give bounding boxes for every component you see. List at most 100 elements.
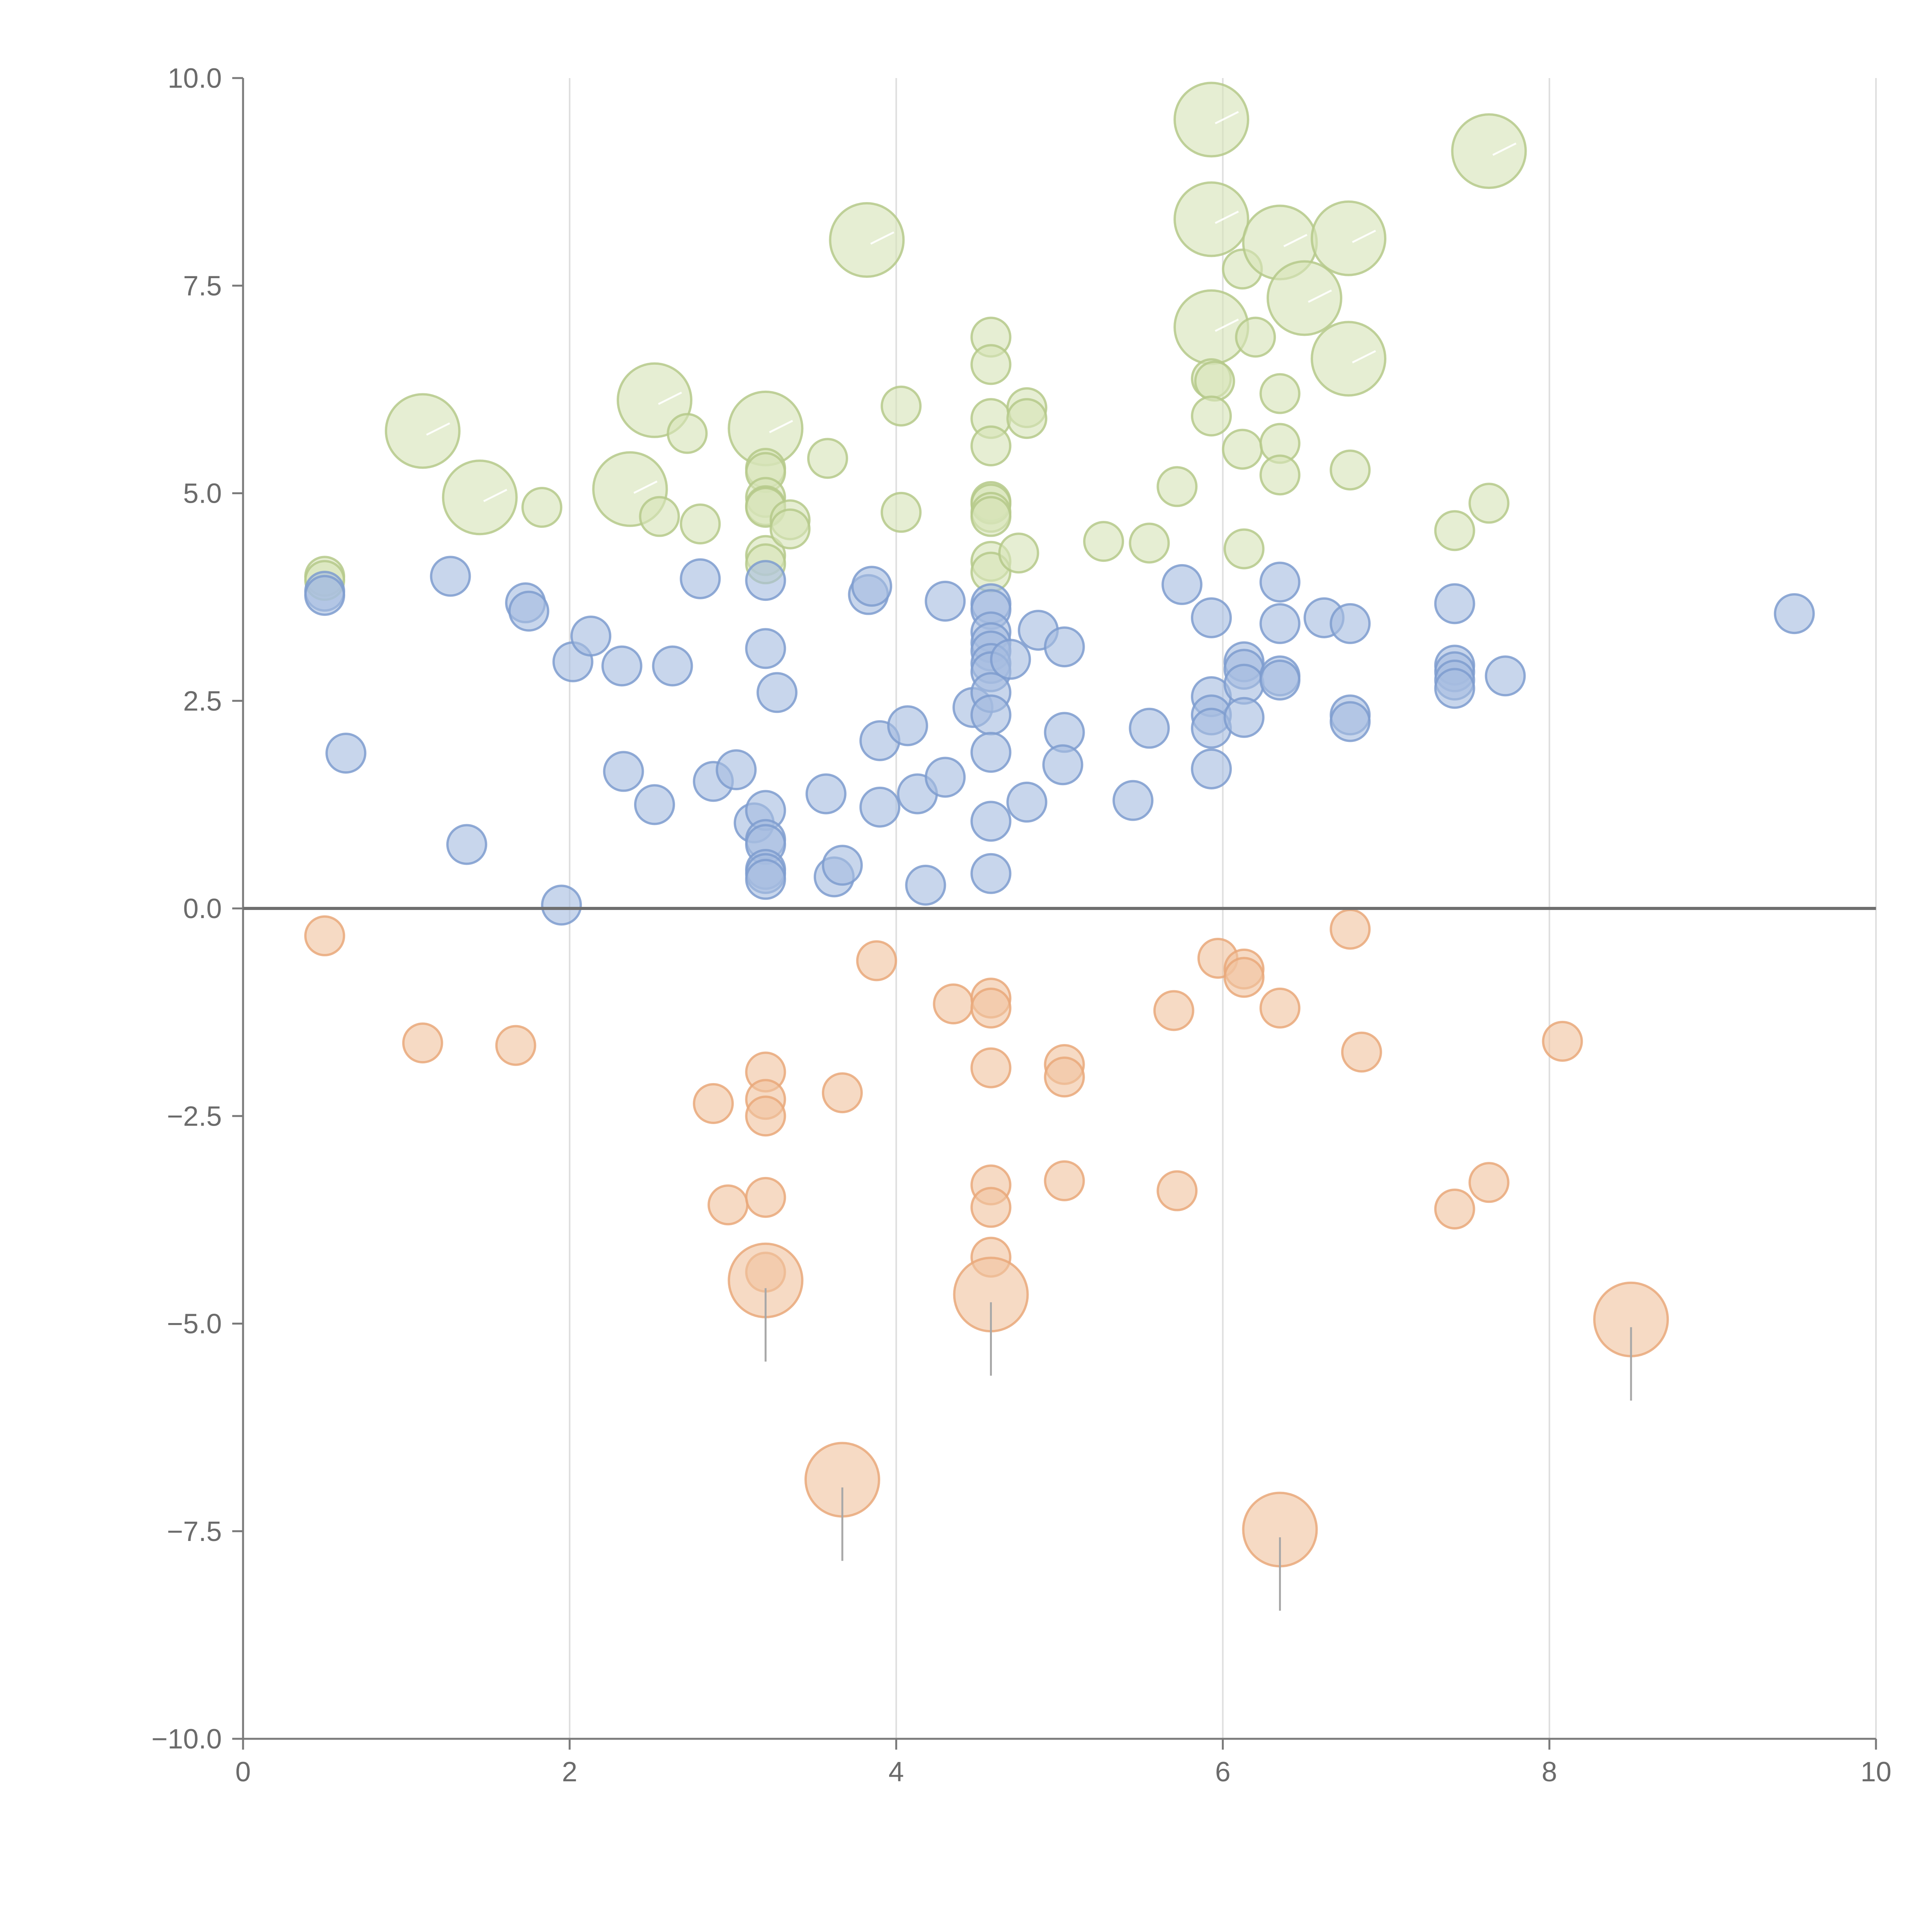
leader-line [426,422,450,436]
data-point [634,784,675,825]
data-point [693,1083,734,1124]
data-point [1156,466,1198,507]
leader-line [870,231,895,245]
y-tick-label: −2.5 [167,1101,222,1132]
data-point [1222,429,1263,470]
data-point [1006,781,1048,823]
data-point [970,731,1012,773]
data-point [970,694,1012,736]
data-point [756,672,798,713]
data-point [745,628,786,669]
data-point [1044,1160,1085,1201]
data-point [1259,660,1301,701]
data-point [667,413,708,454]
data-point [1542,1020,1583,1062]
data-point [1434,510,1475,551]
leader-line [1214,111,1239,124]
data-point [1044,1056,1085,1098]
data-point [970,496,1012,537]
y-tick-labels: 10.0 7.5 5.0 2.5 0.0 −2.5 −5.0 −7.5 −10.0 [151,63,222,1755]
data-point [925,757,966,798]
data-point [1156,1170,1198,1211]
data-point [325,733,367,774]
data-point [990,639,1031,680]
data-point [680,503,721,545]
data-point [1259,454,1301,496]
large-data-point [384,393,461,469]
data-point [402,1022,443,1064]
data-point [1129,707,1170,749]
data-point [570,616,612,657]
data-point [821,1072,863,1114]
data-point [1191,395,1232,437]
data-point [856,940,897,981]
data-point [807,438,848,479]
data-point [1083,521,1124,562]
data-point [304,915,345,956]
data-point [1468,1162,1510,1203]
data-point [805,773,847,815]
leader-line [1214,318,1239,332]
data-point [1330,908,1371,950]
x-tick-labels: 0 2 4 6 8 10 [235,1757,1891,1787]
data-point [970,801,1012,842]
x-tick-label: 0 [235,1757,251,1787]
data-point [970,853,1012,894]
data-point [925,580,966,622]
data-point [521,487,563,528]
large-data-point [1173,289,1250,365]
leader-line [1283,234,1308,247]
x-tick-label: 2 [562,1757,577,1787]
y-tick-label: 7.5 [183,270,222,301]
leader-line [658,391,682,405]
data-point [707,1184,749,1226]
large-data-point [442,459,518,536]
data-point [1259,987,1301,1029]
leader-lines [426,111,1632,1611]
data-point [1468,483,1510,524]
y-tick-label: 10.0 [168,63,222,94]
large-data-point [1311,200,1387,276]
data-point [716,749,757,791]
data-point [769,508,811,549]
y-tick-label: −5.0 [167,1309,222,1340]
data-point [745,560,786,601]
data-point [304,575,345,616]
y-tick-label: 2.5 [183,686,222,717]
data-point [430,556,471,597]
y-tick-label: 5.0 [183,478,222,509]
data-point [1434,583,1475,624]
data-point [1434,668,1475,709]
data-point [1330,603,1371,644]
data-point [1044,626,1085,668]
leader-line [1492,142,1517,156]
data-point [1485,655,1526,697]
leader-line [1352,230,1376,243]
data-point [1774,593,1815,634]
data-point [933,983,974,1025]
data-point [1223,697,1265,738]
leader-line [1214,211,1239,224]
large-data-point [1266,260,1342,336]
data-point [1259,373,1301,414]
data-point [905,864,946,906]
large-data-point [829,202,905,278]
data-point [508,590,549,632]
data-point [603,751,644,792]
x-tick-label: 10 [1861,1757,1891,1787]
large-data-point [616,362,692,438]
data-point [859,786,901,828]
data-point [998,532,1039,574]
x-tick-label: 6 [1215,1757,1231,1787]
data-point [745,1177,786,1218]
data-points [304,82,1815,1568]
data-point [970,425,1012,467]
large-data-point [1311,321,1387,397]
leader-line [1308,289,1332,303]
data-point [1330,701,1371,742]
data-point [601,645,643,687]
data-point [970,1047,1012,1088]
data-point [745,1095,786,1137]
data-point [1434,1188,1475,1230]
data-point [881,385,922,427]
